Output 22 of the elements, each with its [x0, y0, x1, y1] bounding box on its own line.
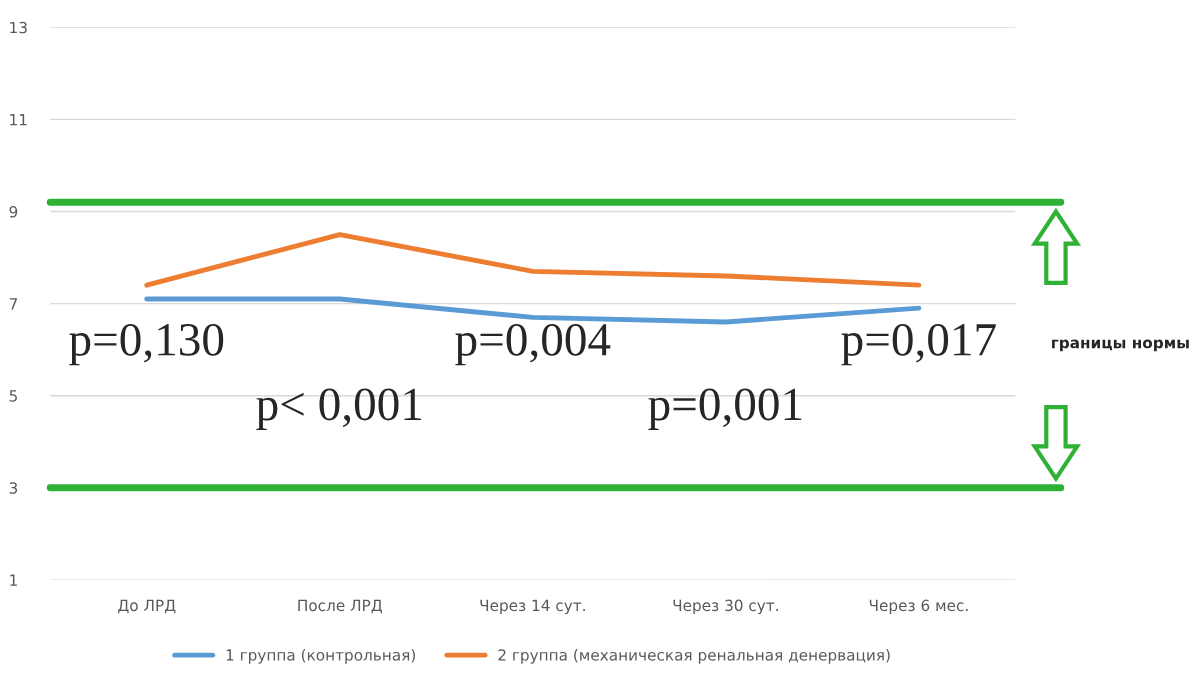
y-tick-label: 11	[10, 114, 27, 126]
legend-label: 1 группа (контрольная)	[226, 648, 415, 664]
y-tick-label: 5	[9, 390, 17, 402]
x-tick-label: До ЛРД	[118, 599, 176, 614]
y-tick-label: 13	[10, 21, 27, 34]
x-tick-label: Через 14 сут.	[480, 599, 585, 615]
legend-label: 2 группа (механическая ренальная денервация)	[498, 648, 890, 664]
y-tick-label: 3	[9, 482, 18, 494]
annotation: p=0,017	[841, 323, 996, 366]
x-tick-label: После ЛРД	[298, 599, 382, 614]
text: границы нормы	[1052, 339, 1189, 352]
y-tick-label: 7	[9, 298, 17, 310]
annotation: p< 0,001	[256, 388, 422, 430]
line-series	[144, 232, 922, 288]
y-tick-label: 1	[10, 574, 17, 586]
y-tick-label: 9	[9, 205, 18, 218]
x-tick-label: Через 6 мес.	[869, 599, 968, 615]
x-tick-label: Через 30 сут.	[673, 599, 778, 615]
annotation: p=0,004	[455, 323, 611, 366]
line-series	[144, 296, 922, 325]
annotation: p=0,001	[648, 388, 802, 430]
annotation: p=0,130	[69, 323, 224, 366]
